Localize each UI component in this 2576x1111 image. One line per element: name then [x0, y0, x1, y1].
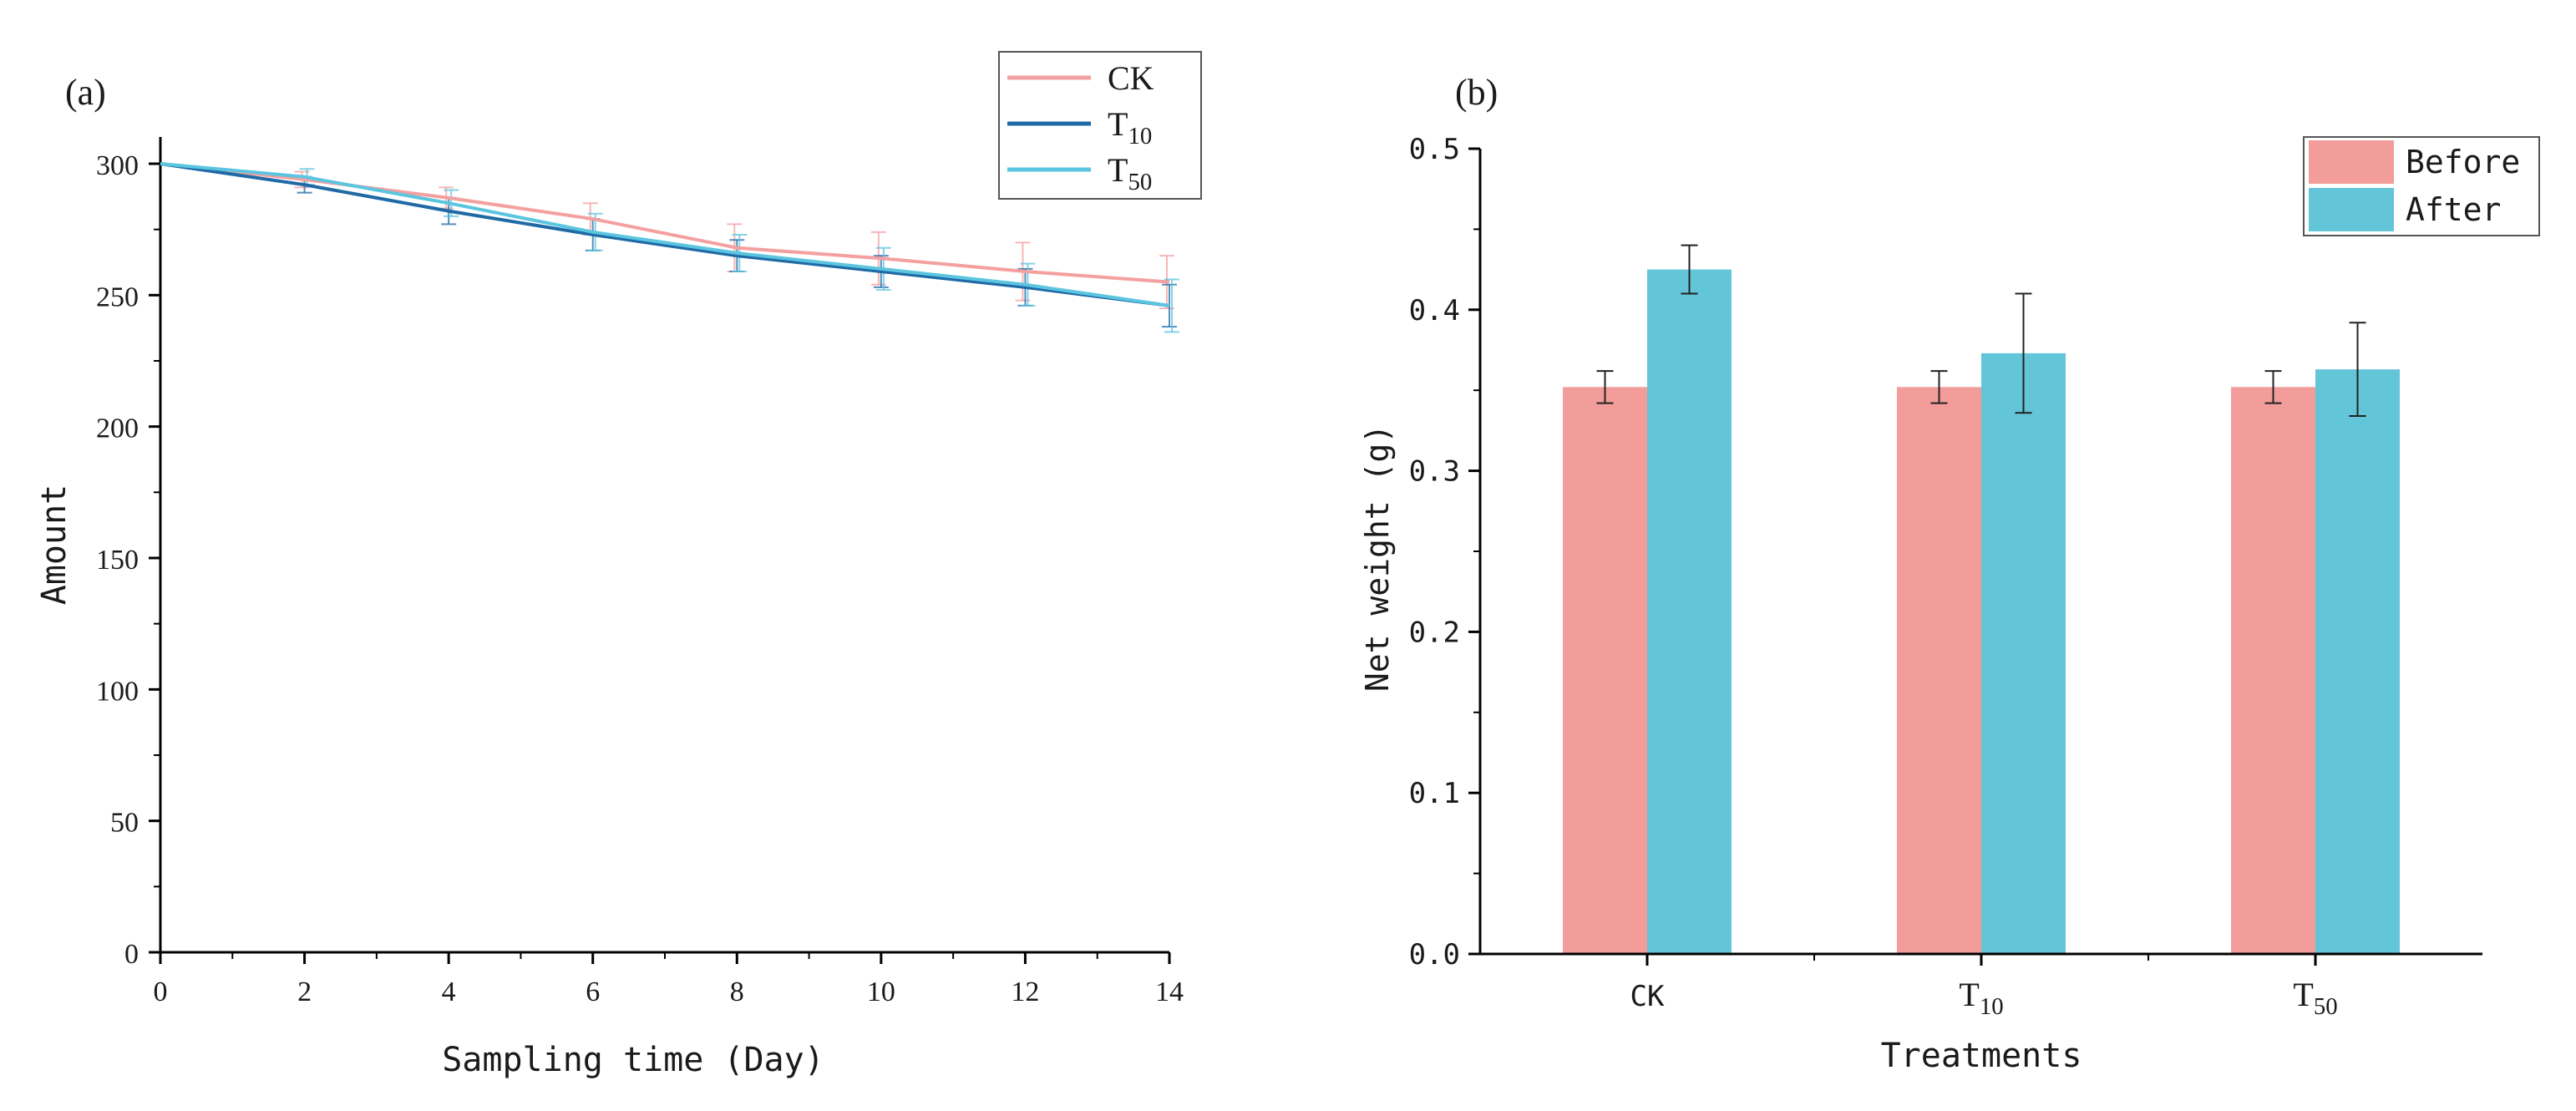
legend-label-ck: CK	[1108, 59, 1154, 97]
bar-before	[2231, 387, 2315, 954]
x-tick-label-t10: T10	[1959, 976, 2003, 1020]
line-chart-y-axis-label: Amount	[35, 484, 74, 606]
series-line-t10	[160, 162, 1170, 307]
legend-swatch-after	[2309, 188, 2394, 231]
legend-label-t10-subscript: 10	[1128, 123, 1152, 150]
bar-chart-legend: Before After	[2303, 136, 2540, 236]
bar-chart-bars	[1563, 269, 2400, 955]
y-tick-label: 250	[96, 282, 139, 312]
legend-swatch-before	[2309, 140, 2394, 184]
bar-chart-panel: (b) 0.00.10.20.30.40.5 CK T10 T50 Treatmen…	[1359, 72, 2540, 1075]
line-chart-x-ticks: 0 2 4 6 8 10 12 14	[154, 952, 1184, 1007]
y-tick-label: 50	[110, 808, 139, 839]
line-chart-x-axis-label: Sampling time (Day)	[442, 1041, 824, 1079]
x-tick-label-t10-subscript: 10	[1980, 993, 2004, 1020]
line-chart-series	[160, 162, 1170, 307]
line-chart-y-ticks: 0 50 100 150 200 250 300	[96, 150, 160, 970]
bar-chart-error-bars	[1596, 244, 2366, 418]
x-tick-label: 14	[1155, 977, 1184, 1007]
legend-label-t10-base: T	[1108, 105, 1128, 143]
x-tick-label-t10-base: T	[1959, 976, 1979, 1013]
bar-chart-x-ticks: CK T10 T50	[1630, 954, 2338, 1020]
x-tick-label: 6	[586, 977, 600, 1007]
y-tick-label: 100	[96, 676, 139, 707]
x-tick-label-t50-base: T	[2293, 976, 2313, 1013]
line-chart-panel: (a) 0 50 100 150 200 250 300 0 2 4 6 8 10 12 14 Sampl…	[35, 51, 1202, 1079]
y-tick-label: 0.5	[1409, 133, 1460, 166]
series-line-t50	[160, 162, 1170, 307]
x-tick-label-t50-subscript: 50	[2314, 993, 2338, 1020]
y-tick-label: 0.1	[1409, 777, 1460, 810]
y-tick-label: 0.2	[1409, 616, 1460, 649]
bar-before	[1563, 387, 1647, 954]
bar-before	[1897, 387, 1981, 954]
bar-after	[2315, 369, 2400, 954]
legend-label-ck-base: CK	[1108, 59, 1154, 97]
y-tick-label: 200	[96, 413, 139, 444]
x-tick-label: 10	[867, 977, 895, 1007]
legend-label-t50-base: T	[1108, 151, 1128, 189]
y-tick-label: 0	[124, 939, 139, 970]
bar-chart-y-ticks: 0.0 0.1 0.2 0.3 0.4 0.5	[1409, 133, 1480, 971]
line-chart-axes	[159, 137, 1169, 954]
legend-label-before: Before	[2406, 144, 2520, 180]
y-tick-label: 0.4	[1409, 294, 1460, 327]
legend-label-t50-subscript: 50	[1128, 169, 1152, 195]
y-tick-label: 300	[96, 150, 139, 181]
legend-label-t10: T10	[1108, 105, 1152, 150]
panel-label-a: (a)	[65, 72, 106, 113]
x-tick-label: 8	[730, 977, 744, 1007]
y-tick-label: 0.0	[1409, 938, 1460, 971]
bar-after	[1981, 353, 2066, 955]
bar-chart-x-axis-label: Treatments	[1881, 1037, 2082, 1075]
bar-chart-y-axis-label: Net weight (g)	[1359, 424, 1396, 692]
legend-label-after: After	[2406, 191, 2501, 228]
y-tick-label: 0.3	[1409, 455, 1460, 489]
y-tick-label: 150	[96, 545, 139, 576]
legend-label-t50: T50	[1108, 151, 1152, 195]
x-tick-label: 0	[154, 977, 168, 1007]
x-tick-label-ck: CK	[1630, 980, 1665, 1013]
x-tick-label: 12	[1011, 977, 1039, 1007]
x-tick-label: 4	[442, 977, 456, 1007]
x-tick-label-t50: T50	[2293, 976, 2337, 1020]
x-tick-label-ck-base: CK	[1630, 980, 1665, 1013]
bar-after	[1647, 269, 1732, 955]
x-tick-label: 2	[297, 977, 312, 1007]
panel-label-b: (b)	[1455, 72, 1498, 113]
